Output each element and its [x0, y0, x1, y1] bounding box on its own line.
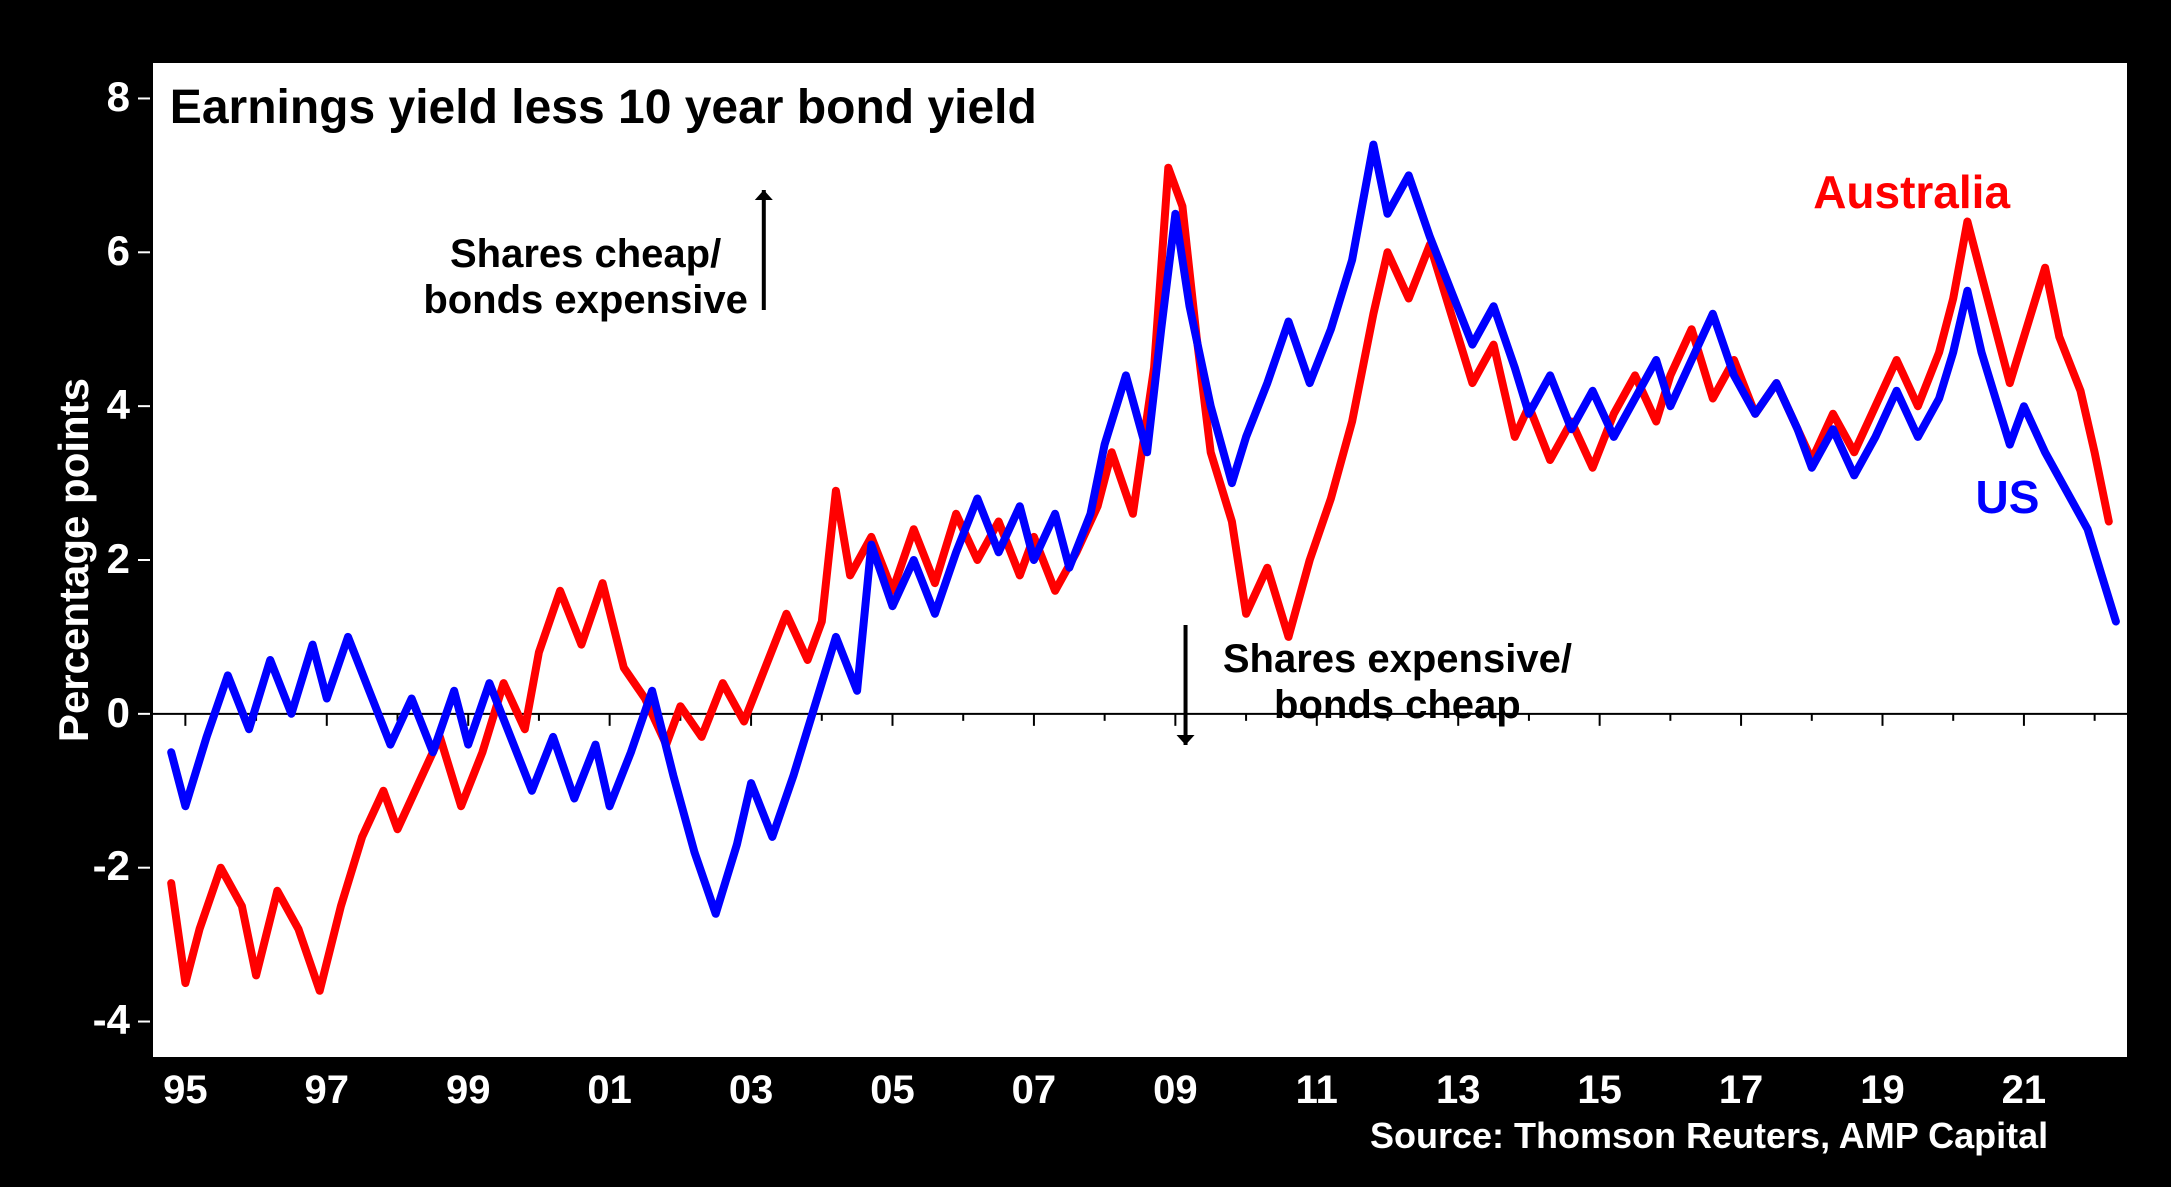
series-label-us: US: [1976, 470, 2040, 524]
x-tick-label: 99: [428, 1068, 508, 1113]
y-tick-label: 8: [0, 73, 130, 121]
source-text: Source: Thomson Reuters, AMP Capital: [1370, 1115, 2048, 1157]
annotation-cheap-line1: Shares cheap/: [450, 232, 721, 276]
x-tick-label: 11: [1277, 1068, 1357, 1113]
x-tick-label: 21: [1984, 1068, 2064, 1113]
x-tick-label: 07: [994, 1068, 1074, 1113]
x-tick-label: 97: [287, 1068, 367, 1113]
x-tick-label: 17: [1701, 1068, 1781, 1113]
x-tick-label: 13: [1418, 1068, 1498, 1113]
x-tick-label: 19: [1843, 1068, 1923, 1113]
y-tick-label: -4: [0, 996, 130, 1044]
y-tick-label: 6: [0, 227, 130, 275]
series-label-australia: Australia: [1813, 165, 2010, 219]
x-tick-label: 09: [1135, 1068, 1215, 1113]
annotation-expensive-line1: Shares expensive/: [1223, 637, 1572, 681]
y-tick-label: 4: [0, 381, 130, 429]
chart-container: { "layout":{ "outer_w":2171,"outer_h":11…: [0, 0, 2171, 1187]
x-tick-label: 05: [853, 1068, 933, 1113]
y-tick-label: -2: [0, 842, 130, 890]
y-tick-label: 2: [0, 535, 130, 583]
x-tick-label: 95: [145, 1068, 225, 1113]
annotation-expensive-line2: bonds cheap: [1274, 683, 1521, 727]
annotation-expensive: Shares expensive/ bonds cheap: [1187, 636, 1607, 728]
x-tick-label: 03: [711, 1068, 791, 1113]
y-tick-label: 0: [0, 689, 130, 737]
x-tick-label: 15: [1560, 1068, 1640, 1113]
annotation-cheap-line2: bonds expensive: [423, 278, 748, 322]
annotation-cheap: Shares cheap/ bonds expensive: [376, 231, 796, 323]
chart-title: Earnings yield less 10 year bond yield: [170, 80, 1037, 135]
x-tick-label: 01: [570, 1068, 650, 1113]
